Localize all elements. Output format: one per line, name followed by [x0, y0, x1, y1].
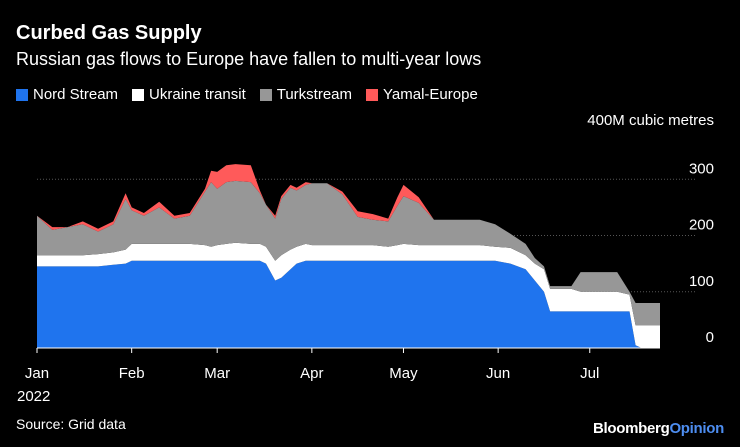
x-tick-label-jan: Jan: [25, 365, 49, 382]
legend-label-yamal-europe: Yamal-Europe: [383, 86, 478, 103]
legend-label-ukraine-transit: Ukraine transit: [149, 86, 246, 103]
x-tick-label-may: May: [389, 365, 418, 382]
x-tick-label-mar: Mar: [204, 365, 230, 382]
x-tick-label-jun: Jun: [486, 365, 510, 382]
legend: Nord Stream Ukraine transit Turkstream Y…: [16, 86, 478, 103]
brand-logo: BloombergOpinion: [593, 420, 724, 437]
chart-subtitle: Russian gas flows to Europe have fallen …: [16, 49, 482, 69]
y-axis-unit-label: 400M cubic metres: [587, 112, 714, 129]
x-tick-label-feb: Feb: [119, 365, 145, 382]
area-turkstream: [37, 180, 660, 326]
area-nord-stream: [37, 260, 660, 348]
brand-accent: Opinion: [669, 420, 724, 437]
x-tick-sublabel-year: 2022: [17, 388, 50, 405]
chart-title: Curbed Gas Supply: [16, 22, 202, 44]
source-note: Source: Grid data: [16, 416, 126, 432]
legend-swatch-yamal-europe: [366, 88, 379, 101]
y-tick-label-0: 0: [706, 329, 714, 346]
legend-swatch-nord-stream: [16, 88, 28, 101]
legend-item-ukraine-transit: Ukraine transit: [132, 86, 246, 103]
legend-swatch-turkstream: [259, 88, 272, 101]
x-tick-label-apr: Apr: [300, 365, 323, 382]
legend-label-nord-stream: Nord Stream: [33, 86, 119, 103]
y-tick-label-100: 100: [689, 273, 714, 290]
legend-swatch-ukraine-transit: [132, 88, 145, 101]
x-tick-label-jul: Jul: [580, 365, 599, 382]
y-tick-label-300: 300: [689, 160, 714, 177]
legend-label-turkstream: Turkstream: [276, 86, 353, 103]
y-tick-label-200: 200: [689, 217, 714, 234]
brand-main: Bloomberg: [592, 420, 670, 437]
legend-item-turkstream: Turkstream: [259, 86, 353, 103]
legend-item-nord-stream: Nord Stream: [16, 86, 118, 103]
legend-item-yamal-europe: Yamal-Europe: [366, 86, 478, 103]
